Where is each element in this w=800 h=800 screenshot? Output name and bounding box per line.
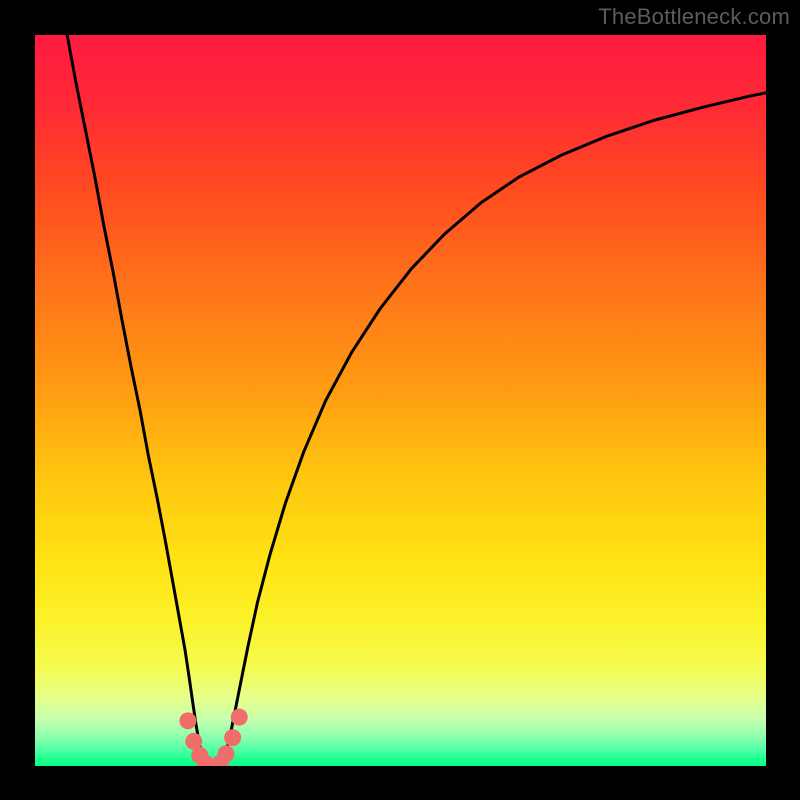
- plot-background-gradient: [34, 34, 767, 767]
- watermark-text: TheBottleneck.com: [598, 4, 790, 30]
- curve-marker: [231, 709, 248, 726]
- curve-marker: [179, 712, 196, 729]
- curve-marker: [224, 729, 241, 746]
- bottleneck-curve-plot: [0, 0, 800, 800]
- curve-marker: [218, 745, 235, 762]
- chart-container: TheBottleneck.com: [0, 0, 800, 800]
